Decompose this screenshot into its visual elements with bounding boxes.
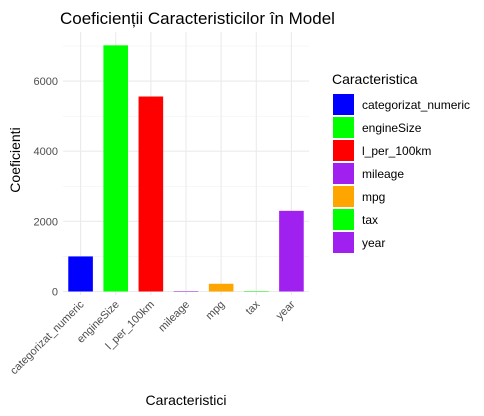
y-axis-title: Coeficienti	[7, 127, 23, 192]
bar-tax	[243, 291, 269, 292]
chart-title: Coeficienții Caracteristicilor în Model	[60, 9, 335, 28]
y-tick-label: 6000	[34, 76, 58, 88]
legend-swatch-year	[333, 232, 354, 253]
grid-lines	[63, 32, 309, 295]
bar-categorizat_numeric	[68, 256, 93, 292]
bars	[68, 45, 304, 292]
legend-label-tax: tax	[362, 213, 378, 227]
bar-year	[279, 210, 304, 292]
x-tick-label: mpg	[204, 299, 228, 323]
legend-swatch-tax	[333, 209, 354, 230]
legend-label-year: year	[362, 236, 385, 250]
legend-label-engineSize: engineSize	[362, 121, 422, 135]
legend-swatch-mileage	[333, 163, 354, 184]
bar-mileage	[173, 291, 199, 292]
y-tick-labels: 0 2000 4000 6000	[34, 76, 58, 298]
legend-swatch-engineSize	[333, 117, 354, 138]
legend-label-l_per_100km: l_per_100km	[362, 144, 431, 158]
bar-engineSize	[103, 45, 129, 292]
x-tick-label: mileage	[156, 299, 192, 335]
x-axis-title: Caracteristici	[146, 392, 227, 408]
legend: Caracteristica categorizat_numericengine…	[332, 71, 470, 253]
y-tick-label: 4000	[34, 146, 58, 158]
legend-swatch-categorizat_numeric	[333, 94, 354, 115]
y-tick-label: 2000	[34, 216, 58, 228]
legend-swatch-mpg	[333, 186, 354, 207]
y-tick-label: 0	[52, 286, 58, 298]
x-tick-label: year	[274, 298, 298, 322]
bar-l_per_100km	[138, 96, 164, 292]
x-tick-labels: categorizat_numericengineSizel_per_100km…	[8, 298, 298, 377]
legend-label-mileage: mileage	[362, 167, 404, 181]
x-tick-label: tax	[244, 298, 263, 317]
legend-title: Caracteristica	[332, 71, 418, 87]
legend-label-mpg: mpg	[362, 190, 385, 204]
legend-swatch-l_per_100km	[333, 140, 354, 161]
bar-mpg	[208, 283, 234, 292]
legend-label-categorizat_numeric: categorizat_numeric	[362, 98, 470, 112]
